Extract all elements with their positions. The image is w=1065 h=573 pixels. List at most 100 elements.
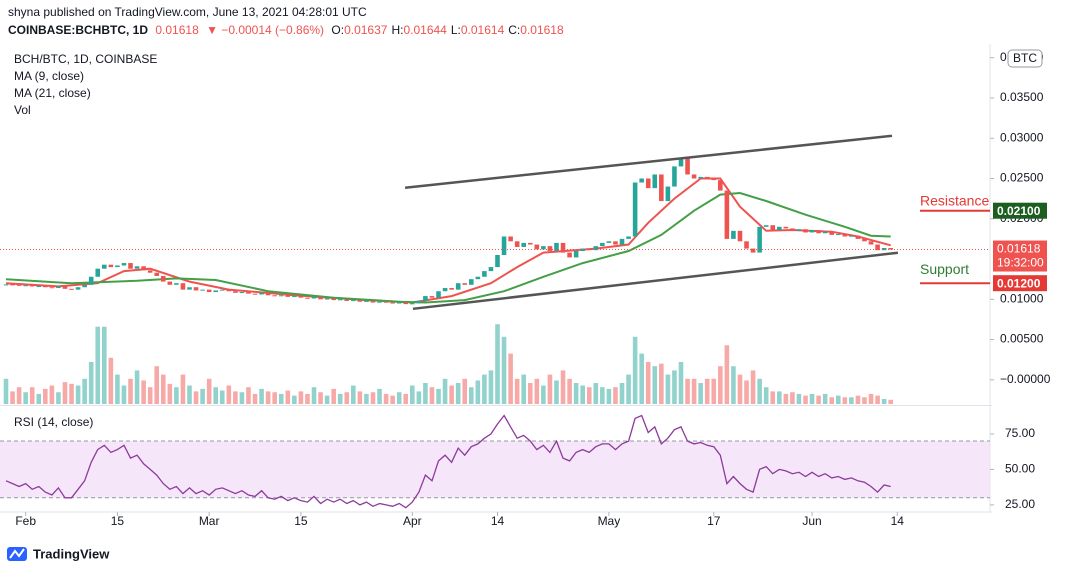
legend-entry: MA (21, close) (14, 86, 91, 100)
candle-body (180, 283, 186, 290)
volume-bar (554, 380, 559, 404)
volume-bar (344, 392, 350, 404)
candle-body (337, 299, 343, 301)
candle-body (403, 302, 409, 305)
volume-bar (377, 388, 382, 404)
candle-body (514, 241, 520, 247)
candle-body (141, 266, 146, 271)
last-price-badge (993, 240, 1047, 272)
currency-badge (1007, 49, 1043, 68)
candle-body (763, 225, 769, 227)
candle-body (167, 281, 173, 285)
candle-body (95, 268, 101, 277)
candle-body (541, 246, 546, 250)
ohlc-label: L: (450, 23, 461, 37)
candle-body (560, 242, 566, 253)
candle-body (632, 182, 638, 237)
resistance-badge-label: 0.02100 (997, 204, 1041, 218)
volume-bar (527, 383, 533, 404)
candle-body (239, 292, 245, 294)
candle-body (849, 235, 854, 237)
volume-bar (29, 387, 35, 404)
volume-bar (645, 362, 651, 404)
rsi-title: RSI (14, close) (14, 415, 93, 429)
volume-bar (475, 380, 481, 404)
candle-body (246, 292, 251, 294)
candle-body (835, 234, 841, 236)
candle-body (43, 286, 48, 288)
candle-body (344, 299, 350, 301)
candle-body (501, 236, 507, 256)
volume-bar (744, 380, 749, 404)
candle-body (626, 236, 631, 239)
candle-body (357, 300, 363, 302)
support-badge (993, 275, 1047, 292)
candle-body (265, 292, 271, 296)
candle-body (285, 295, 291, 297)
candle-body (462, 283, 468, 285)
volume-bar (698, 383, 703, 404)
volume-bar (652, 366, 658, 404)
volume-bar (534, 378, 540, 404)
candle-body (108, 264, 114, 268)
volume-bar (731, 366, 736, 404)
candle-body (115, 265, 120, 268)
volume-bar (416, 391, 422, 404)
candle-body (737, 230, 743, 242)
candle-body (390, 302, 395, 304)
candle-body (88, 276, 94, 285)
volume-bar (482, 374, 487, 404)
volume-bar (187, 385, 192, 404)
candle-body (678, 158, 684, 167)
volume-bar (567, 378, 572, 404)
candle-body (160, 275, 166, 282)
volume-bar (410, 385, 415, 404)
candle-body (724, 190, 730, 239)
legend-entry: BCH/BTC, 1D, COINBASE (14, 52, 157, 66)
y-tick-label: 0.01000 (1000, 291, 1044, 305)
x-tick-label: 15 (294, 514, 308, 528)
candle-body (468, 279, 474, 285)
x-tick-label: May (598, 514, 621, 528)
volume-bar (134, 370, 140, 404)
volume-bar (128, 378, 133, 404)
candle-body (416, 300, 422, 304)
candle-body (600, 242, 605, 247)
ohlc-label: C: (508, 23, 521, 37)
footer-logo (7, 547, 27, 561)
candle-body (272, 295, 277, 297)
volume-bar (541, 385, 546, 404)
ma-line (5, 191, 891, 304)
volume-bar (757, 378, 762, 404)
resistance-badge (993, 202, 1047, 219)
candle-body (278, 295, 284, 297)
volume-bar (383, 393, 389, 404)
volume-bar (272, 392, 277, 404)
volume-bar (619, 383, 625, 404)
volume-bar (364, 393, 369, 404)
candle-body (691, 174, 697, 179)
rsi-tick-label: 25.00 (1005, 497, 1035, 511)
volume-bar (626, 374, 631, 404)
candle-body (816, 230, 821, 234)
volume-bar (239, 392, 245, 404)
volume-bar (337, 393, 343, 404)
volume-bar (180, 374, 186, 404)
candle-body (776, 226, 782, 231)
volume-bar (174, 387, 179, 404)
volume-bar (154, 366, 160, 404)
footer-brand: TradingView (33, 546, 110, 561)
ohlc-value: 0.01644 (403, 23, 447, 37)
candle-body (56, 286, 61, 289)
candle-body (29, 285, 35, 287)
volume-bar (468, 387, 474, 404)
candle-body (252, 293, 258, 295)
rsi-band (0, 441, 990, 498)
volume-bar (206, 378, 212, 404)
volume-bar (600, 387, 605, 404)
candle-body (750, 248, 756, 253)
candle-body (672, 166, 677, 187)
volume-bar (829, 397, 835, 404)
candle-body (147, 270, 153, 273)
